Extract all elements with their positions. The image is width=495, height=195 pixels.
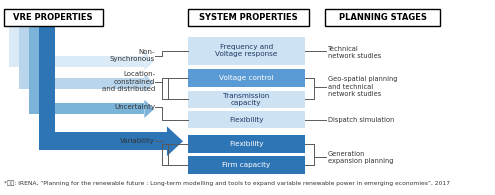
- Text: Frequency and
Voltage response: Frequency and Voltage response: [215, 44, 278, 57]
- Text: Voltage control: Voltage control: [219, 75, 274, 81]
- Bar: [29, 26, 39, 104]
- Bar: [9, 26, 19, 56]
- Bar: [188, 111, 305, 128]
- Bar: [188, 90, 305, 108]
- Text: *출첸: IRENA, “Planning for the renewable future : Long-term modelling and tools t: *출첸: IRENA, “Planning for the renewable …: [3, 180, 450, 186]
- Bar: [9, 56, 19, 67]
- Bar: [29, 104, 39, 114]
- Bar: [188, 156, 305, 174]
- Text: SYSTEM PROPERTIES: SYSTEM PROPERTIES: [199, 13, 297, 22]
- Text: Dispatch simulation: Dispatch simulation: [328, 117, 394, 123]
- Bar: [39, 104, 145, 114]
- Text: Non-
Synchronous: Non- Synchronous: [110, 49, 155, 62]
- Bar: [188, 135, 305, 153]
- Text: Flexibility: Flexibility: [229, 141, 263, 147]
- Text: Location-
constrained
and distributed: Location- constrained and distributed: [102, 71, 155, 92]
- Bar: [19, 78, 29, 89]
- Text: Uncertainty: Uncertainty: [114, 105, 155, 110]
- Bar: [188, 9, 309, 26]
- Text: Firm capacity: Firm capacity: [222, 162, 270, 168]
- Polygon shape: [145, 52, 154, 70]
- Bar: [188, 37, 305, 65]
- Bar: [39, 26, 55, 132]
- Bar: [3, 9, 103, 26]
- Polygon shape: [167, 126, 183, 156]
- Text: Generation
expansion planning: Generation expansion planning: [328, 151, 393, 164]
- Text: PLANNING STAGES: PLANNING STAGES: [339, 13, 427, 22]
- Bar: [39, 132, 55, 150]
- Bar: [55, 132, 167, 150]
- Bar: [325, 9, 441, 26]
- Text: VRE PROPERTIES: VRE PROPERTIES: [13, 13, 93, 22]
- Text: Variability: Variability: [120, 138, 155, 144]
- Bar: [19, 26, 29, 78]
- Bar: [29, 78, 145, 89]
- Polygon shape: [145, 100, 154, 118]
- Text: Geo-spatial planning
and technical
network studies: Geo-spatial planning and technical netwo…: [328, 76, 397, 97]
- Text: Flexibility: Flexibility: [229, 117, 263, 123]
- Polygon shape: [145, 74, 154, 92]
- Bar: [19, 56, 145, 67]
- Text: Technical
network studies: Technical network studies: [328, 46, 381, 59]
- Text: Transmission
capacity: Transmission capacity: [223, 93, 269, 106]
- Bar: [188, 69, 305, 87]
